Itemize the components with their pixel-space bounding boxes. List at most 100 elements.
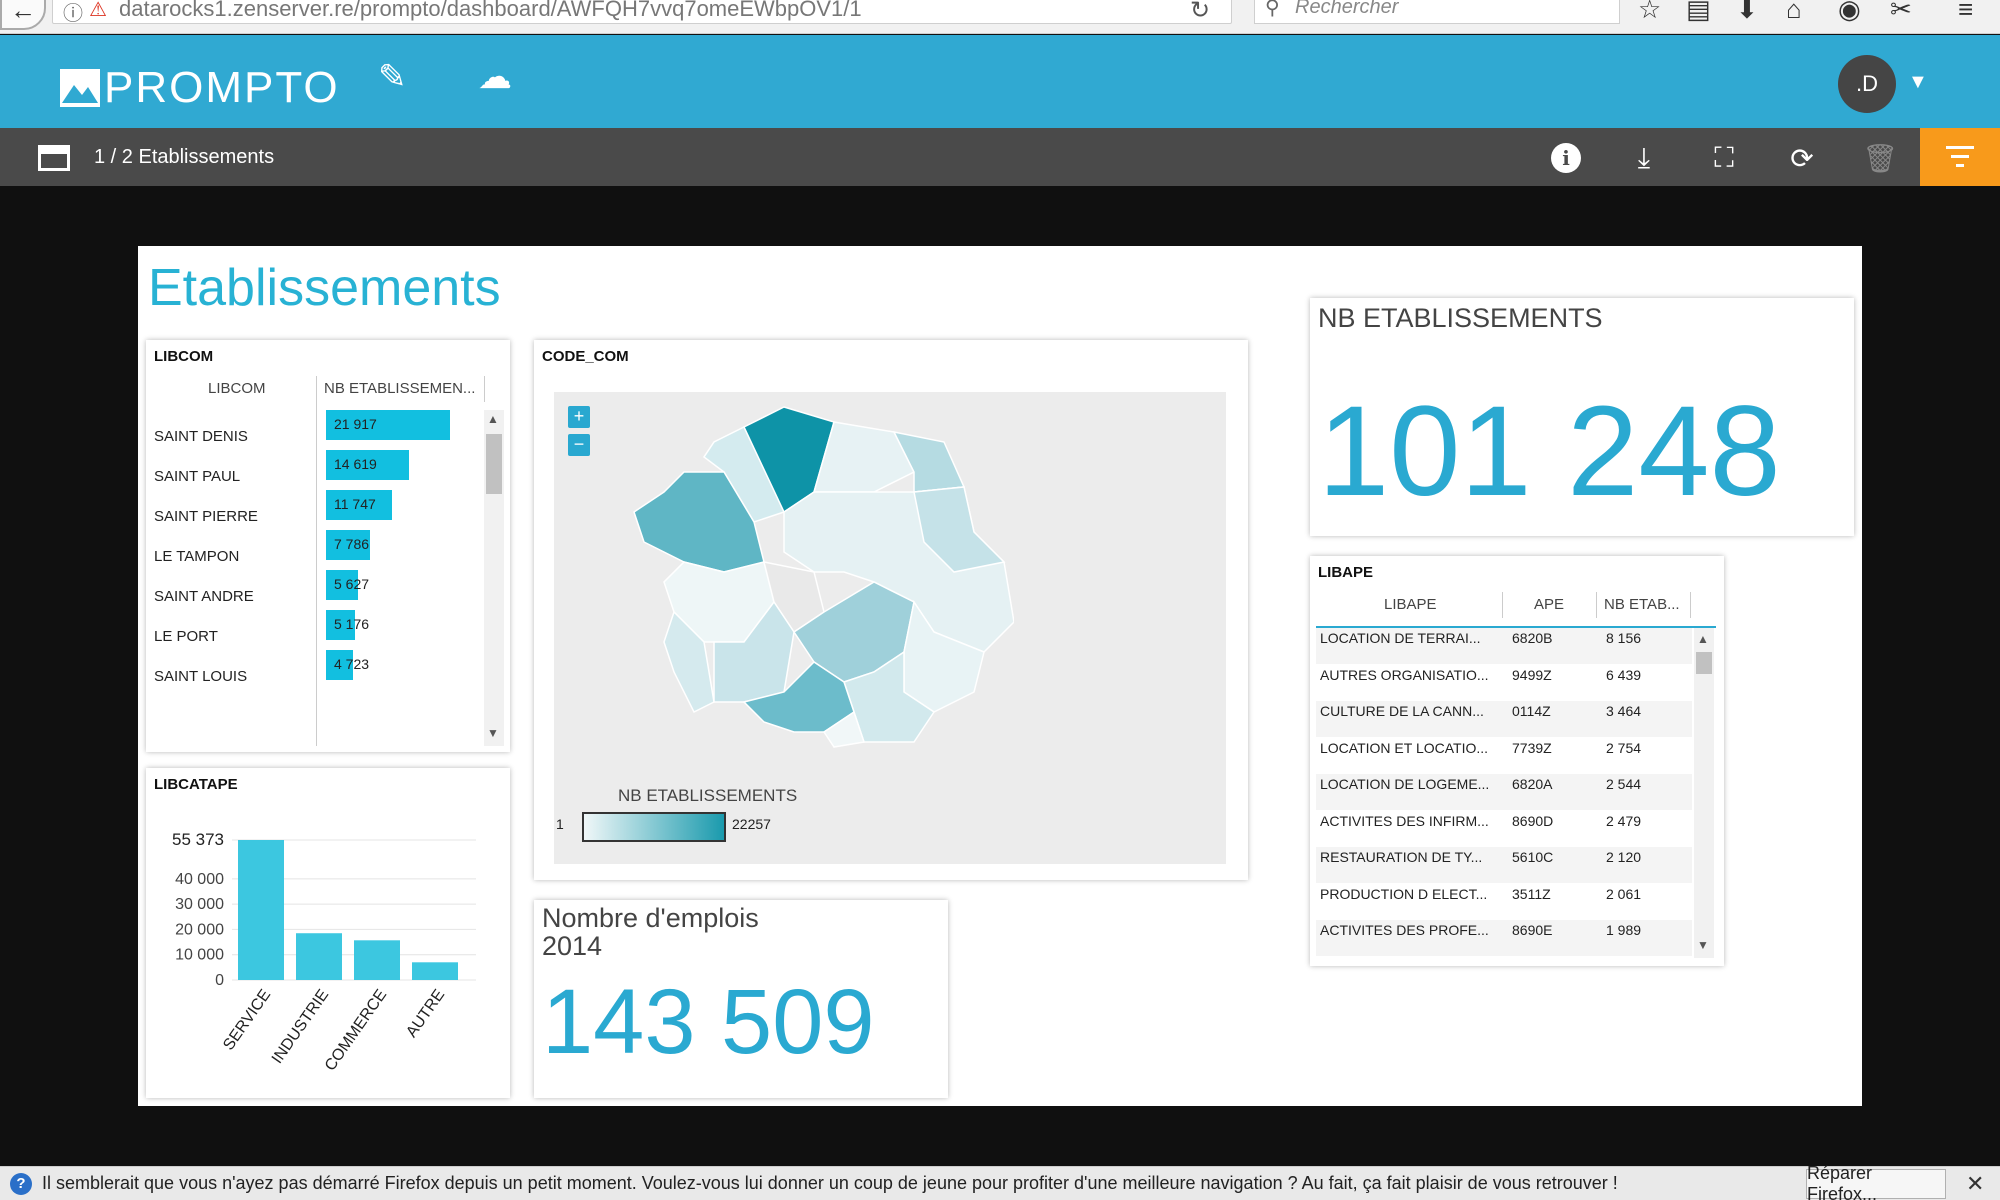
scroll-thumb[interactable] [486,434,502,494]
column-separator [1596,592,1597,618]
caret-down-icon[interactable]: ▼ [1908,71,1928,93]
edit-pencil-icon[interactable]: ✎ [378,58,407,96]
bar[interactable] [354,940,400,980]
table-row[interactable]: LOCATION DE LOGEME... 6820A 2 544 [1316,774,1692,810]
home-icon[interactable]: ⌂ [1786,0,1802,24]
y-tick-label: 40 000 [175,871,224,888]
libcatape-bar-chart: 55 373 40 000 30 000 20 000 10 000 0SERVICEIN… [172,830,476,1074]
row-label: SAINT PAUL [154,468,241,485]
column-header-libcom[interactable]: LIBCOM [208,380,266,397]
dashboard-toolbar: 1 / 2 Etablissements i ⤓ ⛶ ⟳ 🗑 [0,128,2000,186]
logo-mountain-icon [60,69,100,107]
info-button[interactable]: i [1546,138,1586,178]
cell-nb: 3 464 [1606,703,1642,719]
filter-button[interactable] [1920,128,2000,186]
repair-firefox-button[interactable]: Réparer Firefox... [1806,1163,1946,1200]
bar[interactable] [296,933,342,980]
kpi-value: 101 248 [1318,380,1781,523]
cell-nb: 1 989 [1606,922,1642,938]
scroll-up-icon[interactable]: ▲ [1697,632,1709,646]
downloads-icon[interactable]: ⬇ [1736,0,1758,24]
codecom-widget[interactable]: CODE_COM + − [534,340,1248,880]
row-value: 5 627 [334,576,370,592]
table-row[interactable]: SAINT PIERRE 11 747 [146,490,486,530]
app-logo[interactable]: PROMPTO [60,63,340,113]
logo-text: PROMPTO [104,63,340,112]
widget-title: CODE_COM [542,348,629,365]
y-tick-label: 10 000 [175,947,224,964]
scrollbar[interactable]: ▲ ▼ [1694,628,1714,958]
row-value: 11 747 [334,496,376,512]
column-header-nb[interactable]: NB ETAB... [1604,596,1680,613]
reading-list-icon[interactable]: ▤ [1686,0,1711,24]
back-button[interactable]: ← [0,0,46,30]
row-value: 5 176 [334,616,370,632]
delete-icon[interactable]: 🗑 [1862,142,1898,174]
pocket-icon[interactable]: ◉ [1838,0,1861,24]
menu-icon[interactable]: ≡ [1958,0,1974,24]
bar[interactable] [412,962,458,980]
info-icon[interactable]: ⓘ [63,3,83,25]
row-label: SAINT DENIS [154,428,248,445]
table-row[interactable]: RESTAURATION DE TY... 5610C 2 120 [1316,847,1692,883]
search-input[interactable]: ⚲ Rechercher [1254,0,1620,24]
table-row[interactable]: SAINT PAUL 14 619 [146,450,486,490]
cloud-download-icon[interactable]: ☁ [478,58,512,96]
cell-ape: 5610C [1512,849,1554,865]
table-row[interactable]: ACTIVITES DES INFIRM... 8690D 2 479 [1316,811,1692,847]
x-tick-label: AUTRE [403,987,448,1041]
bookmark-star-icon[interactable]: ☆ [1638,0,1662,24]
scrollbar[interactable]: ▲ ▼ [484,410,504,746]
table-row[interactable]: SAINT ANDRE 5 627 [146,570,486,610]
legend-gradient [582,812,726,842]
zoom-in-button[interactable]: + [568,406,590,428]
cell-ape: 3511Z [1512,885,1551,902]
table-row[interactable]: LE TAMPON 7 786 [146,530,486,570]
scroll-thumb[interactable] [1696,652,1712,674]
url-text[interactable]: datarocks1.zenserver.re/prompto/dashboar… [119,0,862,21]
table-row[interactable]: LOCATION DE TERRAI... 6820B 8 156 [1316,628,1692,664]
bar[interactable] [238,840,284,980]
emplois-kpi-widget[interactable]: Nombre d'emplois 2014 143 509 [534,900,948,1098]
cell-ape: 8690D [1512,812,1554,829]
user-avatar[interactable]: .D [1838,55,1896,113]
table-row[interactable]: SAINT LOUIS 4 723 [146,650,486,690]
table-row[interactable]: SAINT DENIS 21 917 [146,410,486,450]
table-row[interactable]: PRODUCTION D ELECT... 3511Z 2 061 [1316,884,1692,920]
table-row[interactable]: LE PORT 5 176 [146,610,486,650]
nbetab-kpi-widget[interactable]: NB ETABLISSEMENTS 101 248 [1310,298,1854,536]
cell-ape: 8690E [1512,922,1553,938]
row-bar [326,490,392,520]
libcatape-widget[interactable]: LIBCATAPE 55 373 40 000 30 000 20 000 10 000… [146,768,510,1098]
close-icon[interactable]: ✕ [1966,1171,1985,1196]
column-header-nb[interactable]: NB ETABLISSEMEN... [324,380,476,397]
fullscreen-icon[interactable]: ⛶ [1714,141,1734,173]
refresh-icon[interactable]: ⟳ [1790,142,1814,174]
libape-widget[interactable]: LIBAPE LIBAPE APE NB ETAB... LOCATION DE… [1310,556,1724,966]
widget-title: LIBAPE [1318,564,1374,581]
extension-icon[interactable]: ✂ [1890,0,1912,24]
table-row[interactable]: ACTIVITES DES PROFE... 8690E 1 989 [1316,920,1692,956]
cell-nb: 2 754 [1606,739,1642,756]
scroll-down-icon[interactable]: ▼ [487,726,499,740]
table-row[interactable]: CULTURE DE LA CANN... 0114Z 3 464 [1316,701,1692,737]
cell-ape: 6820B [1512,630,1553,646]
zoom-out-button[interactable]: − [568,434,590,456]
cell-nb: 8 156 [1606,630,1642,646]
cell-libape: LOCATION ET LOCATIO... [1320,739,1489,756]
row-value: 4 723 [334,656,370,672]
column-separator [1502,592,1503,618]
window-icon[interactable] [38,145,70,171]
reload-icon[interactable]: ↻ [1190,0,1211,24]
scroll-down-icon[interactable]: ▼ [1697,938,1709,952]
column-header-ape[interactable]: APE [1534,596,1565,613]
table-row[interactable]: LOCATION ET LOCATIO... 7739Z 2 754 [1316,738,1692,774]
url-bar[interactable]: ⓘ ⚠ datarocks1.zenserver.re/prompto/dash… [52,0,1232,25]
scroll-up-icon[interactable]: ▲ [487,412,499,426]
table-row[interactable]: AUTRES ORGANISATIO... 9499Z 6 439 [1316,665,1692,701]
libcom-widget[interactable]: LIBCOM LIBCOM NB ETABLISSEMEN... SAINT D… [146,340,510,752]
column-header-libape[interactable]: LIBAPE [1384,596,1437,613]
cell-ape: 9499Z [1512,666,1552,683]
download-icon[interactable]: ⤓ [1637,141,1651,173]
choropleth-map[interactable]: + − [554,392,1226,864]
